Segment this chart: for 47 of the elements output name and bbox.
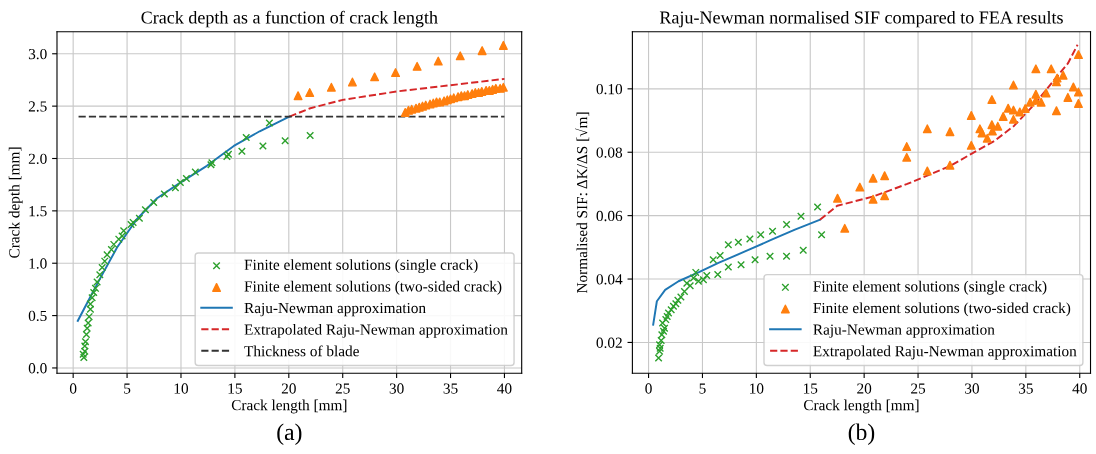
legend-label: Finite element solutions (single crack) — [244, 259, 478, 274]
x-tick-label: 35 — [443, 383, 458, 394]
x-tick-label: 20 — [281, 383, 296, 394]
x-axis-title: Crack length [mm] — [803, 399, 919, 414]
y-axis-title: Crack depth [mm] — [8, 147, 23, 258]
text: (b) — [848, 423, 875, 445]
y-tick-label: 2.5 — [28, 101, 47, 112]
legend-label: Finite element solutions (two-sided crack) — [813, 302, 1071, 317]
x-tick-label: 20 — [857, 383, 872, 394]
legend-label: Raju-Newman approximation — [244, 302, 426, 317]
legend-label: Raju-Newman approximation — [813, 324, 995, 338]
y-tick-label: 0.02 — [596, 337, 622, 348]
x-tick-label: 15 — [803, 383, 818, 394]
x-tick-label: 0 — [69, 383, 77, 394]
x-tick-label: 40 — [1072, 383, 1087, 394]
y-tick-label: 0.08 — [596, 147, 623, 158]
x-tick-label: 25 — [911, 383, 926, 394]
chart-title: Raju-Newman normalised SIF compared to FEA results — [659, 10, 1063, 28]
y-tick-label: 1.5 — [29, 206, 47, 217]
x-tick-label: 5 — [124, 383, 131, 394]
text: (a) — [277, 423, 302, 445]
y-tick-label: 2.0 — [28, 153, 47, 165]
x-tick-label: 35 — [1018, 383, 1033, 394]
legend-label: Extrapolated Raju-Newman approximation — [244, 324, 508, 338]
x-tick-label: 30 — [965, 383, 979, 394]
x-tick-label: 0 — [645, 383, 652, 394]
legend-label: Finite element solutions (two-sided crack) — [244, 280, 502, 295]
x-tick-label: 10 — [750, 383, 764, 394]
legend-label: Finite element solutions (single crack) — [813, 280, 1047, 295]
y-axis-title: Normalised SIF: ΔK/ΔS [√m] — [575, 112, 590, 294]
y-tick-label: 0.04 — [596, 274, 623, 285]
x-tick-label: 40 — [497, 383, 512, 394]
x-tick-label: 10 — [174, 383, 189, 394]
legend-label: Thickness of blade — [244, 345, 359, 357]
x-tick-label: 5 — [699, 383, 706, 394]
y-tick-label: 1.0 — [29, 258, 47, 269]
chart-title: Crack depth as a function of crack length — [141, 10, 438, 28]
x-tick-label: 30 — [389, 383, 404, 394]
x-tick-label: 15 — [228, 383, 242, 394]
y-tick-label: 0.5 — [28, 310, 47, 322]
y-tick-label: 0.10 — [596, 83, 623, 95]
x-tick-label: 25 — [335, 383, 350, 394]
x-axis-title: Crack length [mm] — [231, 399, 347, 414]
y-tick-label: 0.06 — [596, 210, 623, 222]
y-tick-label: 3.0 — [28, 48, 47, 60]
legend-label: Extrapolated Raju-Newman approximation — [813, 345, 1077, 360]
y-tick-label: 0.0 — [28, 363, 47, 374]
